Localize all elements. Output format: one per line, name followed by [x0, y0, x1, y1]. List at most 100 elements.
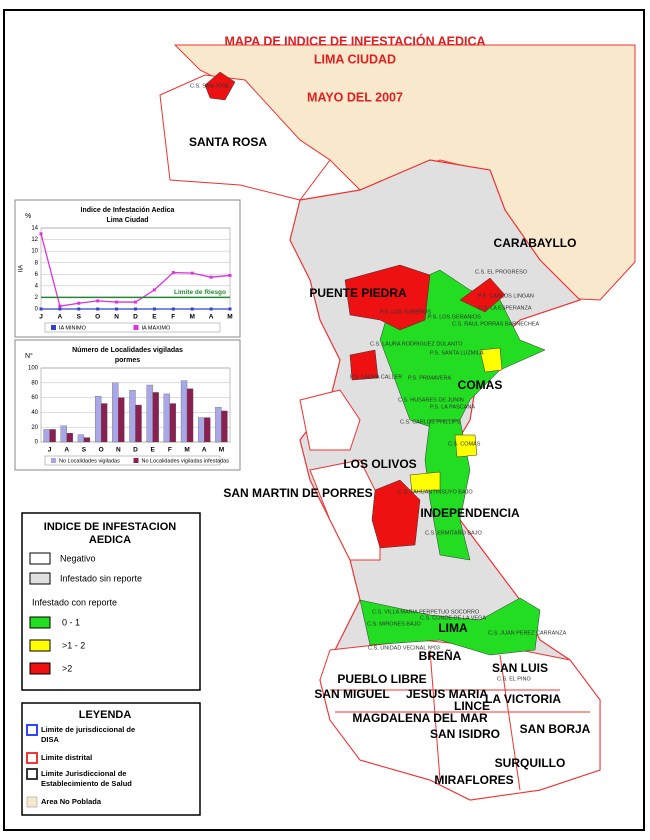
legend-swatch: [133, 325, 139, 330]
legend-label: IA MINIMO: [59, 325, 87, 331]
district-border: [429, 649, 441, 781]
data-point: [96, 299, 100, 303]
district-label: LOS OLIVOS: [343, 457, 416, 471]
legend-swatch: [26, 768, 38, 780]
legend-swatch: [26, 752, 38, 764]
district-label: PUENTE PIEDRA: [309, 286, 407, 300]
health-center-label: P.S. PRIMAVERA: [408, 375, 452, 381]
legend-label: Establecimiento de Salud: [41, 779, 132, 788]
health-center-label: C.S. ERMITAÑO BAJO: [425, 529, 482, 536]
data-point: [96, 307, 100, 311]
title-line: MAYO DEL 2007: [307, 90, 403, 104]
data-point: [209, 307, 213, 311]
y-tick-label: 100: [28, 366, 39, 372]
bar: [180, 380, 188, 443]
health-center-label: C.S. SAN JOSE: [190, 83, 230, 89]
district-area: [299, 389, 361, 451]
x-tick-label: E: [152, 314, 157, 321]
legend-label: Infestado sin reporte: [60, 573, 142, 583]
health-center-label: C.S. EL PINO: [497, 676, 531, 682]
legend-label: DISA: [41, 735, 60, 744]
x-tick-label: E: [151, 447, 156, 454]
y-tick-label: 80: [31, 380, 38, 386]
legend-swatch: [29, 572, 51, 585]
bar: [169, 403, 177, 443]
bar: [146, 384, 153, 443]
x-tick-label: A: [58, 314, 63, 321]
map-title: MAPA DE INDICE DE INFESTACIÓN AEDICA LIMA…: [224, 33, 485, 104]
health-center-label: C.S. TAHUANTINSUYO BAJO: [398, 489, 473, 495]
district-label: JESUS MARIA: [406, 687, 488, 701]
data-point: [171, 307, 175, 311]
bar: [112, 382, 119, 443]
bar: [94, 395, 102, 443]
health-center-label: C.S. LAURA RODRIGUEZ DULANTO: [370, 341, 463, 347]
data-point: [190, 271, 194, 275]
legend-label: No Localidades vigiladas infestadas: [142, 458, 230, 464]
district-label: BREÑA: [419, 648, 462, 663]
y-tick-label: 20: [31, 425, 38, 431]
inset-frame: [14, 199, 241, 338]
bar: [135, 404, 142, 443]
district-label: COMAS: [458, 378, 503, 392]
chart-title: Lima Ciudad: [106, 217, 148, 224]
bar: [152, 392, 159, 443]
data-point: [152, 307, 156, 311]
title-line: MAPA DE INDICE DE INFESTACIÓN AEDICA: [224, 33, 485, 48]
legend-swatch: [26, 796, 38, 808]
legend-label: Limite distrital: [41, 753, 92, 762]
district-label: SAN LUIS: [492, 661, 548, 675]
y-tick-label: 0: [35, 307, 39, 313]
legend-swatch: [29, 639, 51, 652]
bar: [60, 425, 67, 443]
legend-frame: [21, 702, 201, 816]
legend-title: LEYENDA: [79, 709, 132, 721]
district-label: SURQUILLO: [495, 756, 566, 770]
infestation-over-2: [459, 277, 506, 313]
infestation-1-2: [409, 471, 441, 493]
infestation-over-2: [371, 479, 421, 549]
inset-frame: [14, 339, 241, 471]
x-tick-label: J: [48, 447, 52, 454]
district-label: SAN MIGUEL: [314, 687, 389, 701]
bar: [66, 432, 73, 443]
infestation-over-2: [349, 349, 379, 381]
health-center-label: C.S. CONDE DE LA VEGA: [420, 615, 486, 621]
district-label: SAN BORJA: [520, 722, 591, 736]
health-center-label: C.S. MIRONES BAJO: [367, 621, 422, 627]
health-center-label: P.S. SANTA LUZMILA: [430, 350, 484, 356]
data-point: [115, 300, 119, 304]
health-center-label: P.S. LA PASCANA: [430, 404, 475, 410]
inset-chart: Indice de Infestación Aedica Lima Ciudad%…: [14, 199, 241, 338]
legend-label: No Localidades vigiladas: [59, 458, 120, 464]
x-tick-label: D: [133, 314, 138, 321]
data-point: [77, 301, 81, 305]
bar: [215, 407, 222, 443]
data-point: [39, 307, 43, 311]
y-tick-label: 10: [31, 249, 38, 255]
infestation-1-2: [454, 434, 478, 458]
district-label: LA VICTORIA: [485, 692, 561, 706]
health-center-label: C.S. CARLOS PHILLIPS: [400, 419, 461, 425]
infestation-over-2: [344, 264, 431, 331]
legend-title: INDICE DE INFESTACION: [44, 521, 176, 533]
bar: [43, 429, 50, 443]
district-label: CARABAYLLO: [494, 236, 577, 250]
data-point: [171, 271, 175, 275]
legend-label: Limite Jurisdiccional de: [41, 769, 126, 778]
legend-frame: [44, 322, 221, 333]
health-center-label: C.S. COMAS: [448, 441, 481, 447]
x-tick-label: M: [184, 447, 189, 454]
bar: [83, 437, 91, 443]
legend-label: >2: [62, 663, 72, 673]
data-point: [228, 307, 232, 311]
data-point: [152, 288, 156, 292]
data-point: [39, 232, 43, 236]
legend-frame: [21, 512, 201, 691]
district-border: [499, 654, 521, 791]
legend-title: AEDICA: [89, 534, 131, 546]
bar: [221, 410, 228, 443]
x-tick-label: F: [171, 314, 175, 321]
health-center-label: P.S. LOS SUREÑOS: [380, 308, 431, 315]
